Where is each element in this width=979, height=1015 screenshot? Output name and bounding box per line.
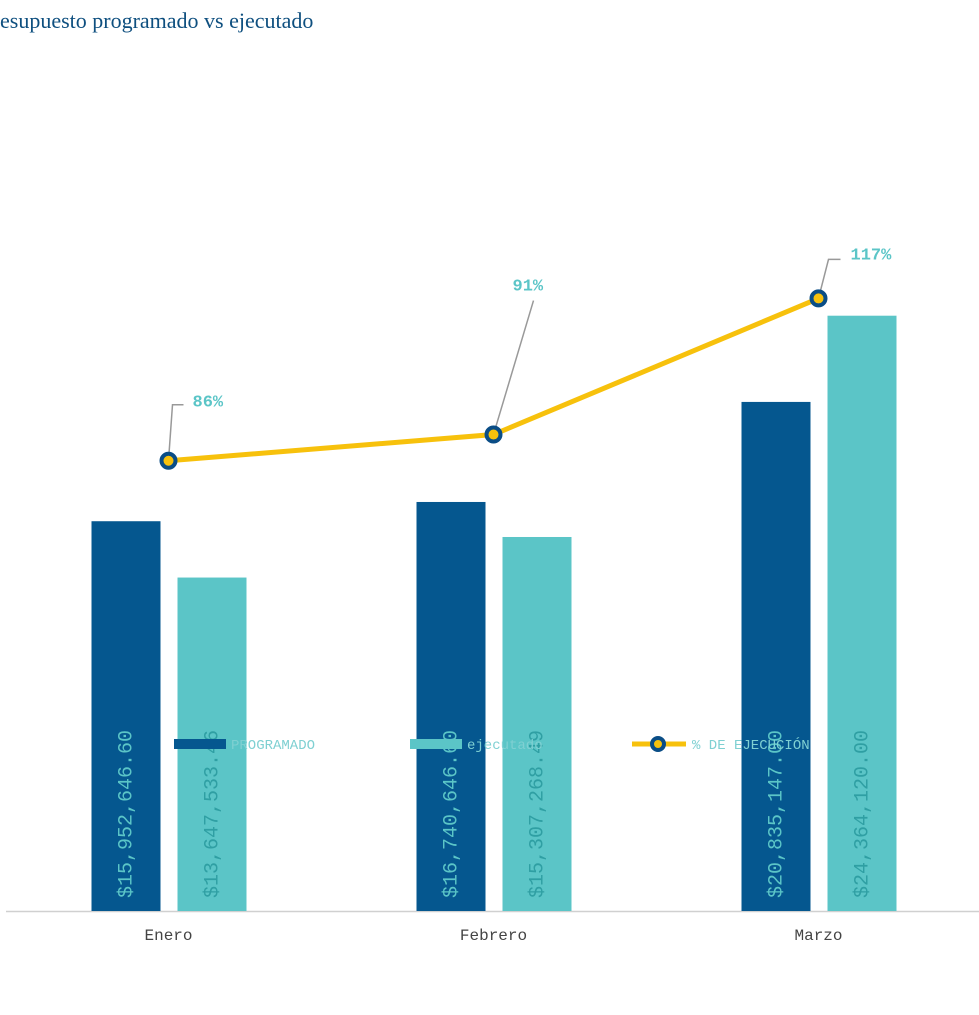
leader-line [167, 403, 184, 461]
line-value-label: 91% [513, 278, 544, 297]
legend-swatch [410, 739, 462, 749]
leader-line [817, 258, 841, 299]
leader-line [492, 300, 535, 435]
bar [502, 536, 572, 911]
bar-value-label: $16,740,646.60 [441, 730, 464, 898]
line-marker [159, 451, 178, 470]
legend-label: ejecutado [467, 738, 543, 754]
bar [741, 401, 811, 911]
line-marker [809, 289, 828, 308]
bar [827, 315, 897, 911]
bar [416, 501, 486, 911]
line-marker [484, 425, 503, 444]
legend-label: PROGRAMADO [231, 738, 315, 754]
legend-label: % DE EJECUCIÓN [692, 736, 810, 754]
legend-marker [650, 736, 666, 752]
chart-title: esupuesto programado vs ejecutado [0, 8, 313, 33]
bar [91, 521, 161, 911]
x-tick-label: Marzo [794, 927, 842, 945]
line-value-label: 117% [851, 246, 893, 265]
bar-value-label: $13,647,533.46 [202, 730, 225, 898]
bar-value-label: $20,835,147.00 [766, 730, 789, 898]
bar-value-label: $15,952,646.60 [116, 730, 139, 898]
line-value-label: 86% [193, 394, 224, 413]
bar-value-label: $24,364,120.00 [852, 730, 875, 898]
legend-swatch [174, 739, 226, 749]
bar-value-label: $15,307,268.49 [527, 730, 550, 898]
x-tick-label: Enero [144, 927, 192, 945]
x-tick-label: Febrero [460, 927, 527, 945]
